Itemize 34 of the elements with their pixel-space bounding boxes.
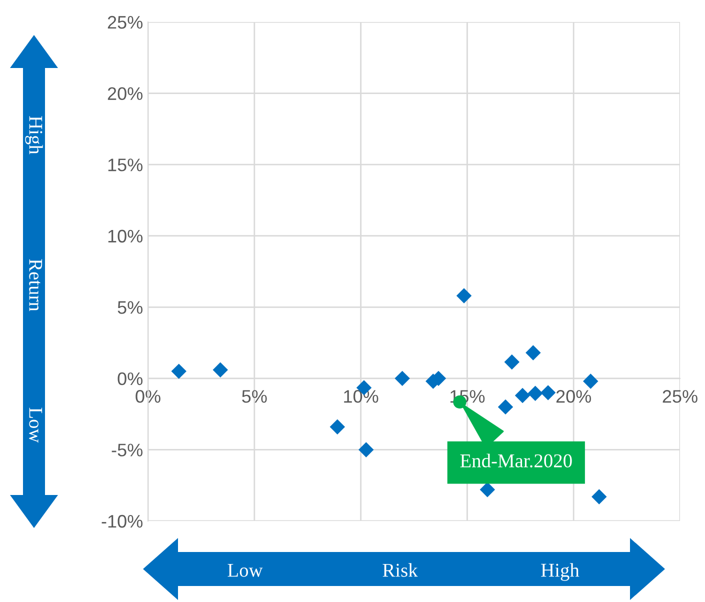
point	[480, 482, 496, 498]
point	[394, 370, 410, 386]
x-tick-label: 5%	[242, 390, 267, 403]
y-tick-label: 25%	[108, 16, 142, 29]
y-tick-label: 20%	[108, 87, 142, 100]
point	[526, 345, 541, 360]
point	[212, 362, 228, 378]
y-tick-label: -5%	[112, 444, 142, 456]
point	[358, 442, 374, 458]
point	[514, 388, 530, 404]
y-tick-label: 10%	[108, 230, 142, 243]
annotation: End-Mar.2020	[460, 454, 572, 468]
point	[540, 385, 556, 400]
text: Low	[228, 564, 263, 577]
y-tick-label: -10%	[102, 514, 142, 528]
point	[528, 386, 543, 402]
point	[456, 288, 472, 304]
y-axis-title: Return	[29, 259, 42, 312]
point	[583, 374, 598, 389]
x-axis-title: Risk	[382, 563, 418, 577]
text: High	[541, 563, 580, 581]
point	[498, 399, 514, 415]
point	[504, 354, 520, 370]
point	[171, 364, 186, 379]
y-tick-label: 0%	[118, 372, 142, 386]
x-tick-label: 25%	[662, 390, 698, 403]
y-tick-label: 15%	[108, 158, 142, 172]
point	[330, 419, 345, 435]
point	[592, 489, 607, 504]
text: Low	[29, 408, 42, 443]
x-tick-label: 20%	[556, 390, 592, 403]
text: High	[25, 116, 43, 154]
y-tick-label: 5%	[118, 301, 142, 314]
x-tick-label: 0%	[136, 390, 160, 403]
